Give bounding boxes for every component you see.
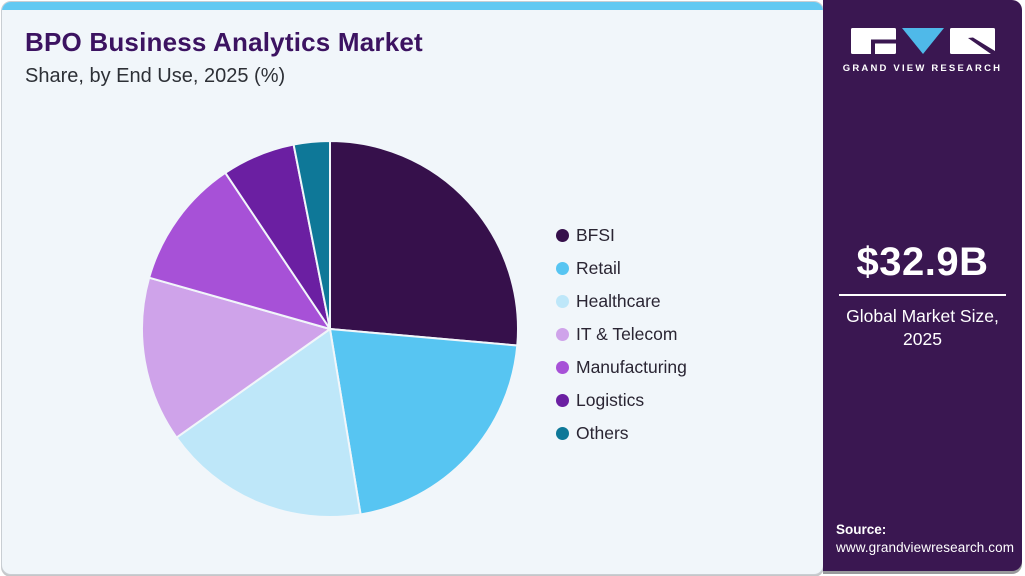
legend-label: Retail: [576, 257, 621, 278]
legend-swatch: [556, 427, 569, 440]
legend-item: Healthcare: [556, 285, 687, 318]
pie-slice-others: [292, 139, 331, 330]
pie-chart: [139, 138, 521, 520]
legend-label: IT & Telecom: [576, 323, 678, 344]
market-size-value: $32.9B: [856, 240, 989, 284]
legend-swatch: [556, 361, 569, 374]
legend-swatch: [556, 262, 569, 275]
legend-item: Logistics: [556, 384, 687, 417]
pie-slice-bfsi: [329, 140, 519, 347]
pie-slice-retail: [329, 328, 519, 516]
legend-swatch: [556, 295, 569, 308]
legend-label: Manufacturing: [576, 356, 687, 377]
legend-item: Others: [556, 417, 687, 450]
legend-item: Manufacturing: [556, 351, 687, 384]
pie-svg: [141, 139, 519, 518]
sidebar: GRAND VIEW RESEARCH $32.9B Global Market…: [823, 0, 1022, 571]
source-block: Source: www.grandviewresearch.com: [836, 522, 1014, 555]
brand-logo: GRAND VIEW RESEARCH: [823, 28, 1022, 74]
chart-card: BPO Business Analytics Market Share, by …: [1, 1, 824, 575]
market-size-block: $32.9B Global Market Size, 2025: [823, 240, 1022, 351]
header: BPO Business Analytics Market Share, by …: [25, 28, 423, 88]
pie-slice-healthcare: [175, 328, 362, 518]
legend-swatch: [556, 229, 569, 242]
logo-triangle-icon: [901, 28, 944, 54]
gvr-logo-icon: [850, 28, 995, 54]
top-accent-bar: [2, 2, 823, 10]
source-label: Source:: [836, 522, 887, 537]
source-url: www.grandviewresearch.com: [836, 540, 1015, 555]
legend-item: IT & Telecom: [556, 318, 687, 351]
logo-g-block-icon: [850, 28, 896, 54]
legend: BFSI Retail Healthcare IT & Telecom Manufact…: [556, 219, 687, 450]
legend-item: Retail: [556, 252, 687, 285]
pie-slice-manufacturing: [148, 171, 331, 330]
legend-label: Healthcare: [576, 290, 661, 311]
legend-label: Others: [576, 422, 629, 443]
legend-label: Logistics: [576, 389, 645, 410]
brand-name: GRAND VIEW RESEARCH: [842, 63, 1003, 74]
legend-swatch: [556, 394, 569, 407]
page-subtitle: Share, by End Use, 2025 (%): [25, 64, 286, 87]
legend-item: BFSI: [556, 219, 687, 252]
logo-r-block-icon: [949, 28, 995, 54]
market-size-label: Global Market Size, 2025: [846, 306, 999, 349]
pie-slice-it-telecom: [141, 276, 331, 439]
legend-swatch: [556, 328, 569, 341]
divider: [839, 294, 1006, 296]
page-title: BPO Business Analytics Market: [25, 27, 423, 57]
legend-label: BFSI: [576, 224, 615, 245]
